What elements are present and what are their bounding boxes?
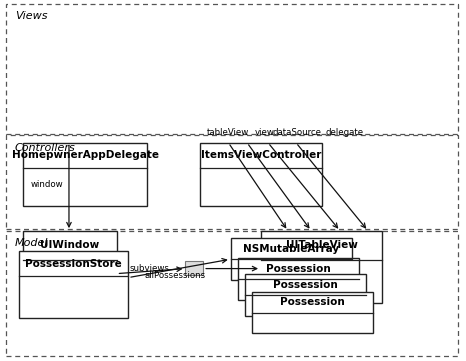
Text: Views: Views xyxy=(15,11,48,21)
Text: Possession: Possession xyxy=(280,297,344,307)
FancyBboxPatch shape xyxy=(252,292,373,333)
FancyBboxPatch shape xyxy=(245,274,366,316)
Text: UIWindow: UIWindow xyxy=(40,240,100,251)
Text: UITableView: UITableView xyxy=(286,240,357,251)
FancyBboxPatch shape xyxy=(185,261,203,275)
FancyBboxPatch shape xyxy=(261,231,382,303)
FancyBboxPatch shape xyxy=(200,143,322,206)
Text: Controllers: Controllers xyxy=(15,143,75,153)
FancyBboxPatch shape xyxy=(19,251,128,318)
Text: ItemsViewController: ItemsViewController xyxy=(201,150,321,160)
Text: tableView: tableView xyxy=(207,128,249,137)
Text: HomepwnerAppDelegate: HomepwnerAppDelegate xyxy=(12,150,158,160)
Text: dataSource: dataSource xyxy=(273,128,322,137)
Text: Possession: Possession xyxy=(266,264,330,274)
Text: window: window xyxy=(30,180,63,188)
Text: delegate: delegate xyxy=(326,128,364,137)
FancyBboxPatch shape xyxy=(238,258,359,300)
Text: allPossessions: allPossessions xyxy=(144,271,206,280)
Text: NSMutableArray: NSMutableArray xyxy=(243,244,339,254)
FancyBboxPatch shape xyxy=(231,238,352,280)
Text: Possession: Possession xyxy=(273,280,337,290)
FancyBboxPatch shape xyxy=(23,143,147,206)
Text: view: view xyxy=(255,128,274,137)
Text: PossessionStore: PossessionStore xyxy=(25,258,122,269)
Text: Model: Model xyxy=(15,238,48,248)
Text: subviews: subviews xyxy=(129,264,169,273)
FancyBboxPatch shape xyxy=(23,231,116,303)
